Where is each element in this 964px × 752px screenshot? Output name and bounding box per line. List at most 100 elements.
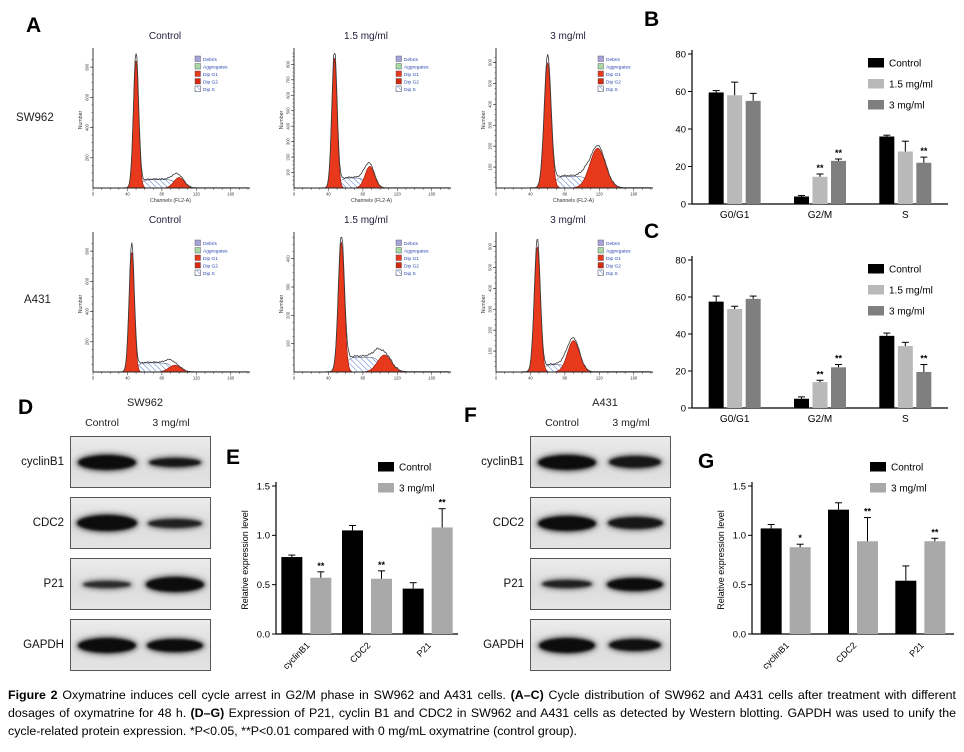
chart-legend: Control 1.5 mg/ml 3 mg/ml [868,58,933,112]
bar-chart-a431-expression: 0.0 0.5 1.0 1.5 Relative expression level * cy… [702,450,964,685]
svg-text:Dip G1: Dip G1 [606,256,621,262]
flow-plot-title: Control [148,31,182,42]
chart-legend: Control 3 mg/ml [378,462,435,495]
western-blot-sw962: cyclinB1 CDC2 P21 GAPDH [8,436,211,680]
svg-text:**: ** [816,369,824,379]
protein-band [607,577,663,591]
svg-text:G2/M: G2/M [808,210,832,221]
svg-text:300: 300 [488,305,493,313]
svg-text:Relative expression level: Relative expression level [240,510,250,610]
blot-protein-label: cyclinB1 [21,456,64,468]
svg-text:120: 120 [193,192,201,197]
svg-text:0: 0 [293,192,296,197]
svg-text:Number: Number [481,111,487,130]
svg-text:**: ** [835,148,843,158]
svg-text:40: 40 [528,376,533,381]
svg-text:600: 600 [488,242,493,250]
blot-lane-image [70,436,211,488]
svg-text:Dip G2: Dip G2 [606,263,621,269]
blot-col-3mgml: 3 mg/ml [612,417,650,429]
svg-text:300: 300 [488,121,493,129]
bar-chart-sw962-cycle: 0 20 40 60 80 G0/G1 ** ** G2/M ** S Control 1.5 mg/m… [652,28,962,231]
svg-text:cyclinB1: cyclinB1 [281,640,312,671]
cell-line-label-a431: A431 [24,294,51,306]
svg-text:200: 200 [85,338,90,346]
svg-text:40: 40 [326,192,331,197]
svg-text:0: 0 [495,376,498,381]
protein-band [146,576,204,592]
svg-text:800: 800 [85,247,90,255]
flow-histogram-svg: 0 40 80 120 160 Channels (FL2-A) 100 200 300 400 5… [279,48,451,204]
panel-e-label: E [226,446,241,469]
svg-text:Number: Number [78,295,84,314]
blot-lane-image [530,497,671,549]
svg-text:40: 40 [326,376,331,381]
svg-text:Dip G1: Dip G1 [404,256,419,262]
svg-text:60: 60 [675,87,686,98]
svg-text:40: 40 [125,192,130,197]
svg-text:80: 80 [361,376,366,381]
svg-text:400: 400 [85,307,90,315]
svg-text:Debris: Debris [606,241,620,247]
svg-text:**: ** [816,163,824,173]
svg-text:Dip G2: Dip G2 [404,79,419,85]
svg-text:100: 100 [286,168,291,176]
flow-histogram-a431-1p5: 1.5 mg/ml 0 40 80 120 160 100 200 300 400 Number De… [256,214,456,400]
flow-plot-title: 1.5 mg/ml [344,215,388,226]
blot-lane-image [70,558,211,610]
svg-text:200: 200 [488,326,493,334]
svg-text:500: 500 [488,263,493,271]
svg-text:Control: Control [889,59,921,70]
blot-col-control: Control [545,417,579,429]
flow-histogram-a431-3: 3 mg/ml 0 40 80 120 160 100 200 300 400 500 600 Numb… [458,214,658,400]
svg-text:500: 500 [488,79,493,87]
svg-text:1.5: 1.5 [733,481,746,492]
blot-protein-label: P21 [43,578,64,590]
svg-text:Dip G1: Dip G1 [606,72,621,78]
blot-row: cyclinB1 [468,436,671,488]
caption-text: Oxymatrine induces cell cycle arrest in … [62,688,511,702]
svg-text:Number: Number [78,111,84,130]
svg-text:200: 200 [488,142,493,150]
blot-lane-image [70,497,211,549]
svg-text:Aggregates: Aggregates [404,248,429,254]
flow-histogram-svg: 0 40 80 120 160 100 200 300 400 500 600 Number Debri… [481,232,653,381]
svg-text:160: 160 [630,376,638,381]
chart-legend: Control 3 mg/ml [870,462,927,495]
svg-text:1.0: 1.0 [257,531,270,542]
svg-text:Channels (FL2-A): Channels (FL2-A) [553,198,594,204]
svg-text:3 mg/ml: 3 mg/ml [399,484,435,495]
svg-text:0: 0 [293,376,296,381]
flow-plot-title: Control [148,215,182,226]
panel-b-label: B [644,8,660,31]
figure-caption: Figure 2 Oxymatrine induces cell cycle a… [8,686,956,740]
flow-histogram-a431-control: Control 0 40 80 120 160 200 400 600 800 Number Debr… [55,214,255,400]
panel-c-label: C [644,220,660,243]
protein-band [609,639,661,651]
svg-text:**: ** [317,561,325,571]
panel-a-label: A [26,14,42,37]
blot-title-sw962: SW962 [126,397,164,409]
svg-text:**: ** [920,354,928,364]
svg-text:120: 120 [394,376,402,381]
svg-text:0: 0 [495,192,498,197]
blot-lane-image [530,558,671,610]
blot-protein-label: cyclinB1 [481,456,524,468]
protein-band [609,456,661,468]
svg-text:P21: P21 [415,640,433,658]
svg-text:Dip S: Dip S [203,271,215,277]
caption-text: (A–C) [510,688,544,702]
protein-band [607,517,663,529]
svg-text:1.5 mg/ml: 1.5 mg/ml [889,80,933,91]
svg-text:Debris: Debris [203,241,217,247]
svg-text:160: 160 [227,376,235,381]
svg-text:100: 100 [286,340,291,348]
svg-text:40: 40 [125,376,130,381]
svg-text:80: 80 [675,255,686,266]
blot-column-headers: Control 3 mg/ml [528,417,667,431]
